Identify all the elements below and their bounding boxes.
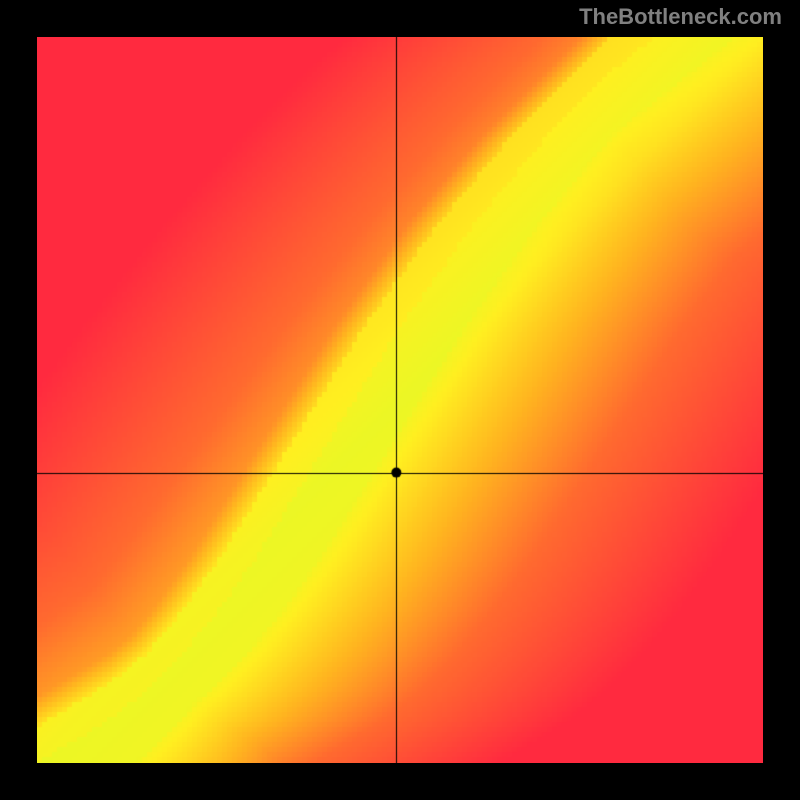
plot-area (37, 37, 763, 763)
watermark-text: TheBottleneck.com (579, 4, 782, 30)
heatmap-canvas (37, 37, 763, 763)
chart-container: TheBottleneck.com (0, 0, 800, 800)
